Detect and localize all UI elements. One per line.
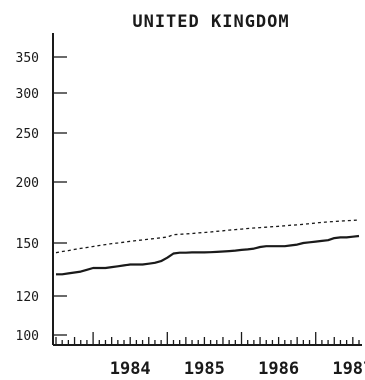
chart-title: UNITED KINGDOM bbox=[132, 12, 289, 32]
x-tick-label: 1986 bbox=[258, 359, 299, 379]
series-line-dashed bbox=[55, 219, 360, 254]
y-tick-label: 200 bbox=[16, 176, 39, 191]
y-tick-label: 150 bbox=[16, 237, 39, 252]
y-ticks: 100 120 150 200 250 300 350 bbox=[16, 51, 67, 344]
x-tick-label: 1984 bbox=[110, 359, 151, 379]
x-tick-label: 1987 bbox=[332, 359, 365, 379]
y-tick-label: 300 bbox=[16, 87, 39, 102]
series-line-solid bbox=[56, 234, 360, 276]
y-tick-label: 120 bbox=[16, 290, 39, 305]
x-ticks: 1984 1985 1986 1987 bbox=[55, 332, 365, 379]
series-layer bbox=[55, 219, 360, 276]
y-tick-label: 100 bbox=[16, 329, 39, 344]
y-tick-label: 350 bbox=[16, 51, 39, 66]
y-tick-label: 250 bbox=[16, 127, 39, 142]
x-tick-label: 1985 bbox=[184, 359, 225, 379]
